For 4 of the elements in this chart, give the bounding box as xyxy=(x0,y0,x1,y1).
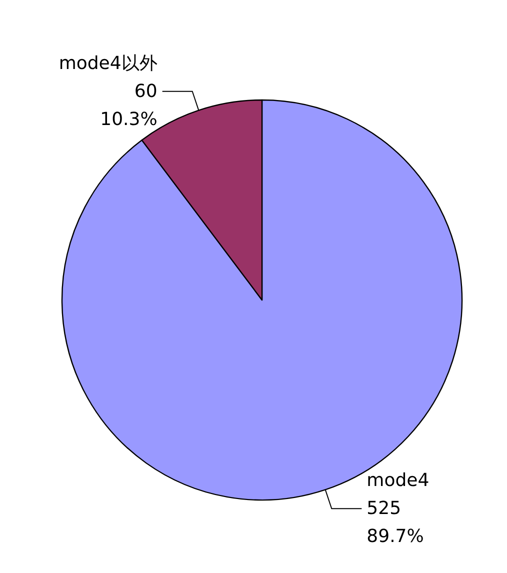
slice-label: mode4 xyxy=(366,470,430,492)
data-label: 525 89.7% xyxy=(366,498,424,548)
slice-label: mode4以外 xyxy=(58,52,158,74)
data-label: 60 10.3% xyxy=(100,80,158,130)
